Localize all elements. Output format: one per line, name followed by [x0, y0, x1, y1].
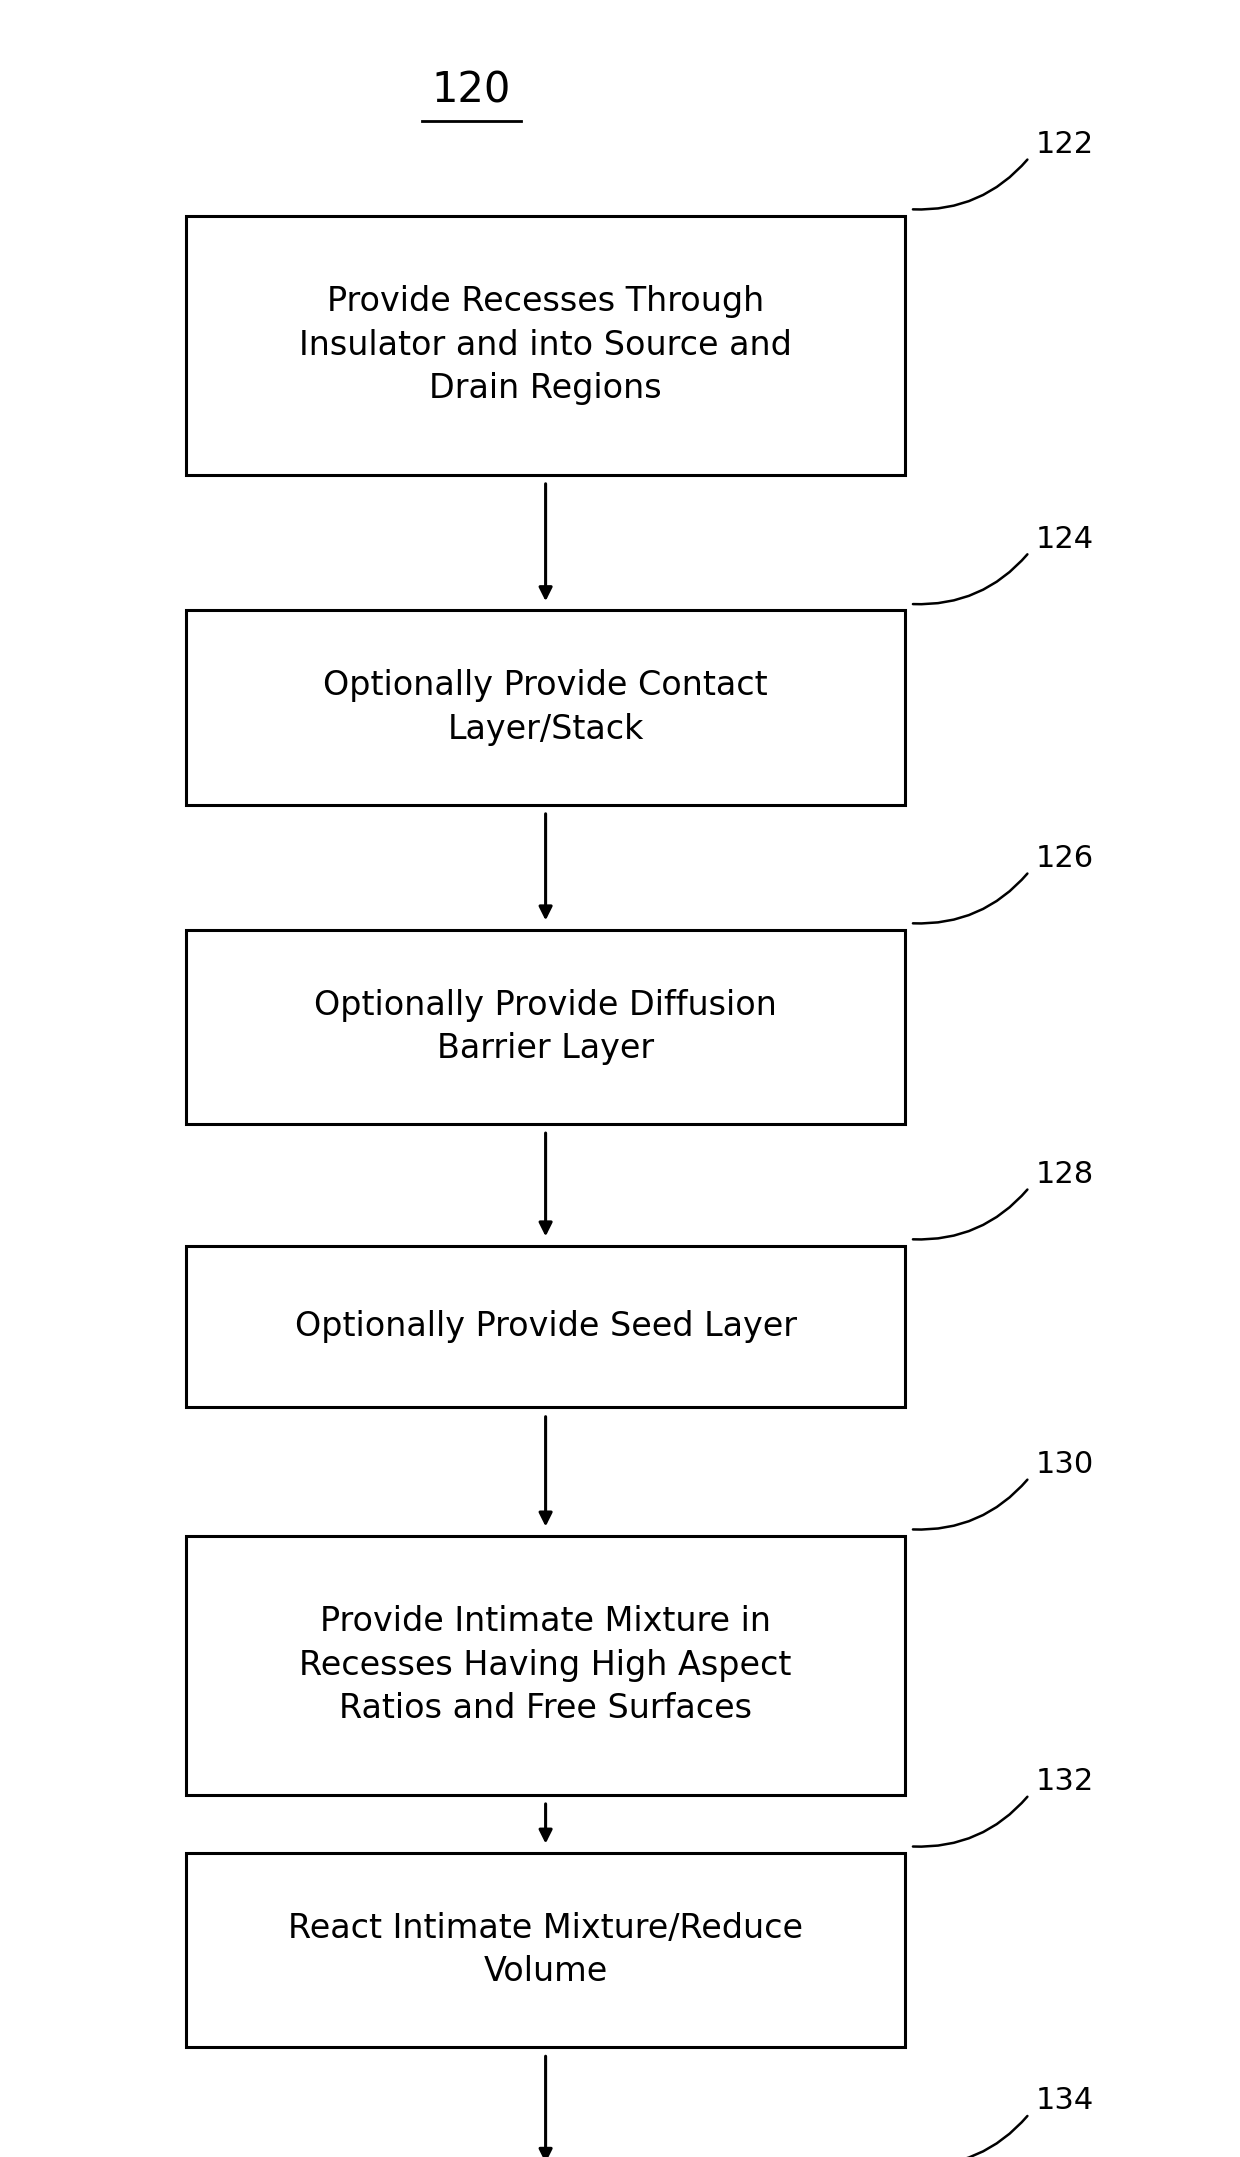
Text: Provide Recesses Through
Insulator and into Source and
Drain Regions: Provide Recesses Through Insulator and i…	[299, 285, 792, 406]
FancyBboxPatch shape	[186, 1536, 905, 1795]
Text: Optionally Provide Seed Layer: Optionally Provide Seed Layer	[295, 1309, 796, 1344]
FancyBboxPatch shape	[186, 1853, 905, 2047]
Text: 130: 130	[1035, 1450, 1094, 1480]
Text: Optionally Provide Contact
Layer/Stack: Optionally Provide Contact Layer/Stack	[324, 669, 768, 746]
Text: 122: 122	[1035, 129, 1094, 160]
FancyBboxPatch shape	[186, 216, 905, 475]
Text: 132: 132	[1035, 1767, 1094, 1797]
Text: 120: 120	[432, 69, 511, 112]
Text: 124: 124	[1035, 524, 1094, 554]
FancyBboxPatch shape	[186, 1245, 905, 1406]
Text: 134: 134	[1035, 2086, 1094, 2116]
Text: Optionally Provide Diffusion
Barrier Layer: Optionally Provide Diffusion Barrier Lay…	[314, 988, 777, 1066]
FancyBboxPatch shape	[186, 610, 905, 805]
Text: 128: 128	[1035, 1160, 1094, 1189]
Text: Provide Intimate Mixture in
Recesses Having High Aspect
Ratios and Free Surfaces: Provide Intimate Mixture in Recesses Hav…	[299, 1605, 792, 1726]
Text: React Intimate Mixture/Reduce
Volume: React Intimate Mixture/Reduce Volume	[288, 1911, 804, 1989]
FancyBboxPatch shape	[186, 930, 905, 1124]
Text: 126: 126	[1035, 843, 1094, 874]
